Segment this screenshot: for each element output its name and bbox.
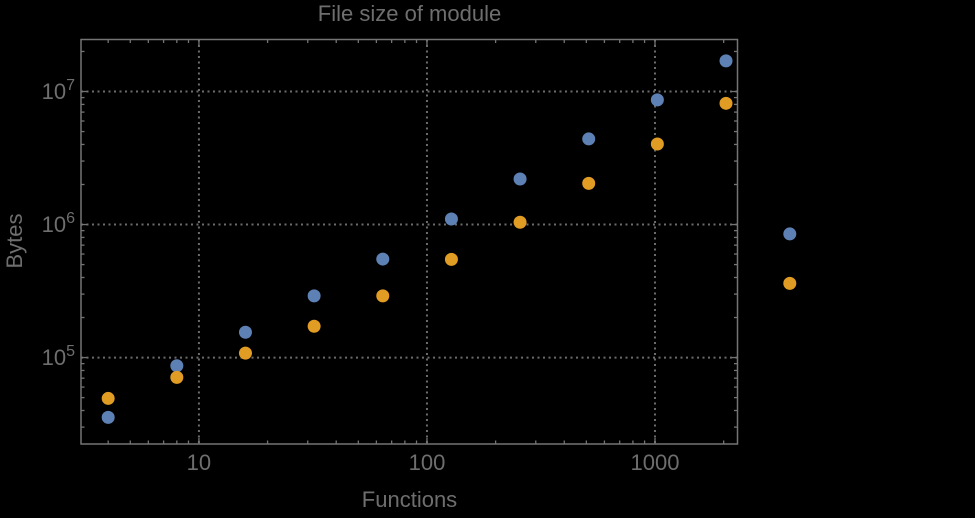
data-point-orange <box>719 96 733 110</box>
x-tick-label: 1000 <box>631 450 680 475</box>
data-point-orange <box>376 289 390 303</box>
y-axis-label: Bytes <box>2 213 27 269</box>
data-point-orange <box>513 215 527 229</box>
data-point-blue <box>650 93 664 107</box>
data-point-orange <box>101 391 115 405</box>
data-point-orange <box>307 319 321 333</box>
data-point-blue <box>719 54 733 68</box>
x-axis-label: Functions <box>361 487 458 512</box>
data-point-blue <box>307 289 321 303</box>
data-point-blue <box>582 132 596 146</box>
data-point-orange <box>444 252 458 266</box>
data-point-blue <box>783 227 797 241</box>
data-point-blue <box>101 410 115 424</box>
data-point-orange <box>238 346 252 360</box>
y-tick-label: 106 <box>42 210 75 237</box>
data-point-blue <box>170 359 184 373</box>
data-point-orange <box>783 276 797 290</box>
plot-frame <box>80 38 739 445</box>
chart-title: File size of module <box>317 1 502 26</box>
x-tick-label: 100 <box>409 450 446 475</box>
data-point-blue <box>238 325 252 339</box>
data-point-blue <box>513 172 527 186</box>
data-point-blue <box>444 212 458 226</box>
data-point-orange <box>170 370 184 384</box>
x-tick-label: 10 <box>187 450 211 475</box>
data-point-orange <box>650 137 664 151</box>
data-point-orange <box>582 176 596 190</box>
y-tick-label: 105 <box>42 343 75 370</box>
data-point-blue <box>376 252 390 266</box>
y-tick-label: 107 <box>42 77 75 104</box>
